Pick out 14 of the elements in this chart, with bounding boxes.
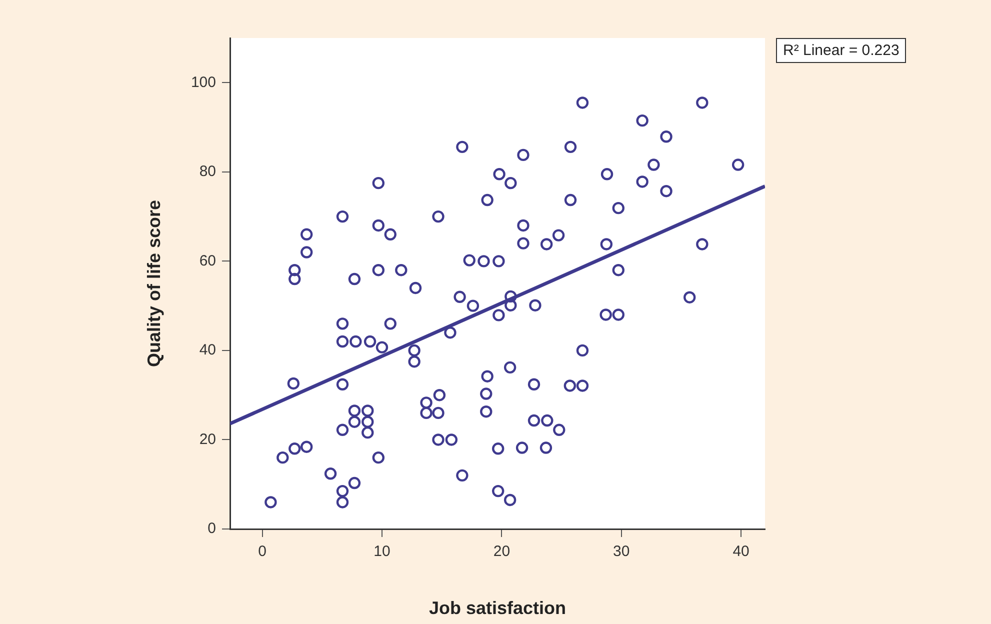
y-axis-title: Quality of life score — [144, 200, 164, 368]
y-tick-label: 60 — [199, 252, 216, 270]
x-tick-label: 20 — [493, 543, 510, 560]
y-tick-label: 80 — [199, 163, 216, 180]
y-tick-label: 0 — [208, 520, 216, 538]
x-tick-label: 0 — [258, 543, 266, 560]
x-tick-label: 10 — [374, 543, 390, 560]
y-tick-label: 100 — [190, 74, 216, 91]
text: R² Linear = 0.223 — [776, 38, 906, 63]
y-tick-label: 20 — [199, 430, 216, 448]
x-tick-label: 30 — [613, 543, 630, 560]
y-tick-label: 40 — [199, 342, 216, 359]
x-tick-label: 40 — [732, 543, 750, 560]
x-axis-title: Job satisfaction — [428, 598, 566, 618]
